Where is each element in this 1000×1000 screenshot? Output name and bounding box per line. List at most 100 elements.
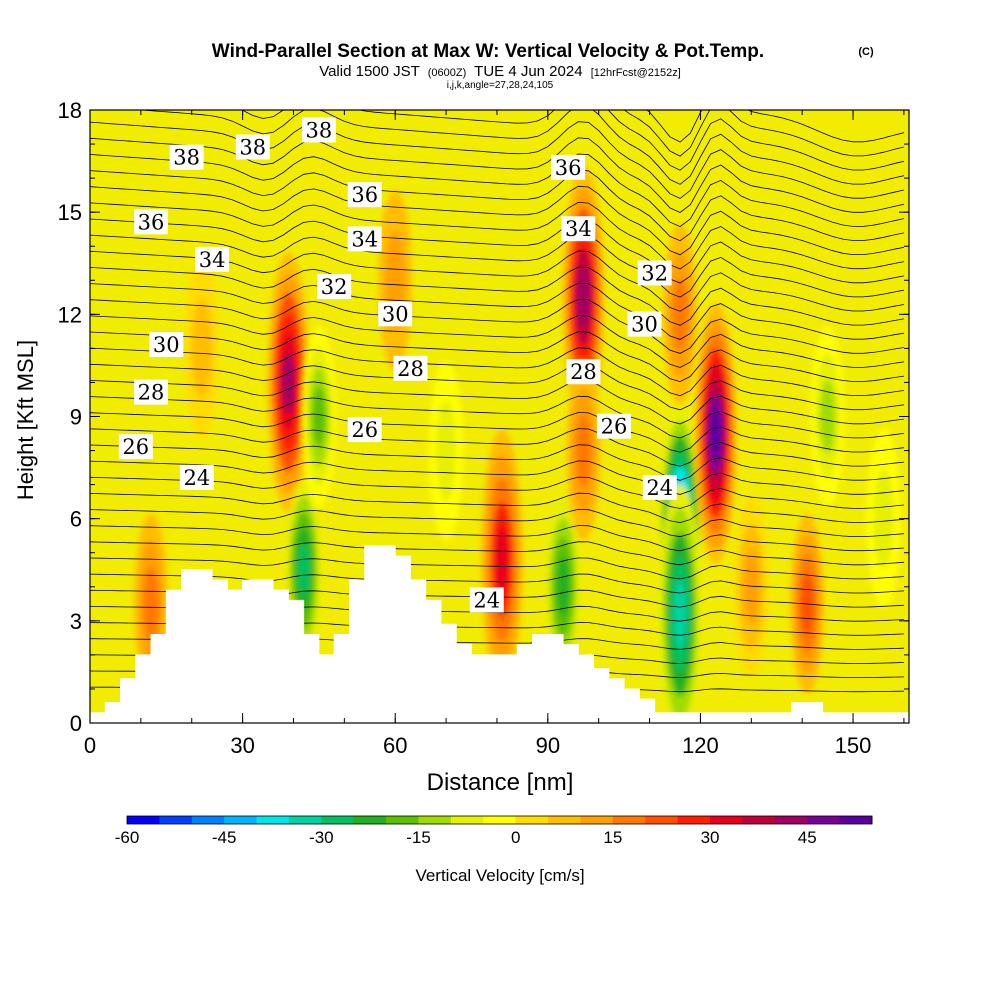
contour-label: 34: [195, 246, 230, 272]
isentrope-line: [137, 110, 904, 185]
chart-title: Wind-Parallel Section at Max W: Vertical…: [212, 41, 764, 62]
y-tick-label: 3: [70, 609, 82, 634]
colorbar-swatch: [645, 816, 679, 824]
colorbar-tick-label: -60: [115, 828, 140, 847]
svg-text:32: 32: [321, 275, 348, 299]
isentrope-line: [90, 121, 904, 199]
svg-text:26: 26: [601, 415, 628, 439]
x-axis-label: Distance [nm]: [427, 769, 574, 796]
velocity-cell: [873, 468, 894, 569]
contour-label: 30: [149, 331, 184, 357]
contour-label: 38: [169, 144, 204, 170]
y-axis-label: Height [Kft MSL]: [13, 340, 38, 500]
svg-text:24: 24: [473, 588, 500, 612]
isentrope-line: [90, 201, 904, 270]
colorbar-swatch: [418, 816, 452, 824]
contour-label: 34: [347, 226, 382, 252]
contour-label: 36: [347, 182, 382, 208]
svg-text:28: 28: [397, 357, 424, 381]
contour-label: 26: [118, 434, 153, 460]
svg-text:34: 34: [199, 248, 226, 272]
velocity-cell: [743, 550, 759, 624]
contour-label: 36: [134, 209, 169, 235]
y-tick-label: 9: [70, 405, 82, 430]
colorbar-tick-label: 30: [701, 828, 720, 847]
colorbar-swatch: [742, 816, 776, 824]
x-tick-label: 90: [536, 733, 560, 758]
y-tick-label: 6: [70, 507, 82, 532]
velocity-cell: [143, 567, 159, 641]
svg-text:36: 36: [555, 156, 582, 180]
colorbar-swatch: [450, 816, 484, 824]
colorbar-swatch: [515, 816, 549, 824]
contour-label: 32: [637, 260, 672, 286]
colorbar-swatch: [612, 816, 646, 824]
colorbar-swatch: [548, 816, 581, 824]
svg-text:36: 36: [138, 210, 165, 234]
isentrope-line: [90, 218, 904, 284]
contour-label: 26: [596, 413, 631, 439]
svg-text:38: 38: [239, 135, 266, 159]
colorbar-tick-label: 45: [798, 828, 817, 847]
velocity-cell: [556, 556, 570, 617]
isentrope-line: [90, 298, 904, 354]
isentrope-line: [90, 153, 904, 228]
forecast-info: [12hrFcst@2152z]: [591, 67, 681, 79]
contour-label: 28: [566, 359, 601, 385]
svg-text:38: 38: [306, 118, 333, 142]
velocity-cell: [282, 352, 295, 413]
isentrope-line: [90, 508, 904, 538]
x-tick-label: 60: [383, 733, 407, 758]
colorbar-label: Vertical Velocity [cm/s]: [415, 866, 584, 885]
contour-label: 32: [317, 274, 352, 300]
svg-text:24: 24: [183, 466, 210, 490]
isentrope-line: [90, 169, 904, 242]
contour-label: 24: [179, 464, 214, 490]
colorbar-swatch: [710, 816, 743, 824]
velocity-cell: [672, 277, 688, 352]
isentrope-line: [90, 557, 904, 580]
velocity-cell: [575, 413, 592, 488]
valid-date: TUE 4 Jun 2024: [474, 63, 582, 80]
colorbar-swatch: [224, 816, 258, 824]
svg-text:26: 26: [122, 435, 149, 459]
x-tick-label: 0: [84, 733, 96, 758]
isentrope-line: [90, 412, 904, 453]
velocity-cell: [819, 379, 836, 454]
contour-label: 28: [393, 355, 428, 381]
isentrope-line: [90, 347, 904, 397]
isentrope-line: [90, 315, 904, 368]
colorbar-swatch: [353, 816, 387, 824]
velocity-cell: [436, 400, 457, 501]
contour-label: 34: [561, 216, 596, 242]
colorbar-tick-label: 15: [603, 828, 622, 847]
colorbar-tick-label: -15: [406, 828, 431, 847]
colorbar-swatch: [288, 816, 322, 824]
svg-text:24: 24: [646, 476, 673, 500]
isentrope-line: [623, 110, 904, 157]
contour-label: 38: [235, 134, 270, 160]
isentrope-line: [90, 379, 904, 425]
contour-label: 24: [642, 475, 677, 501]
colorbar-tick-label: 0: [511, 828, 520, 847]
colorbar-swatch: [191, 816, 225, 824]
isentrope-line: [90, 234, 904, 298]
colorbar-swatch: [127, 816, 160, 824]
x-axis: 0 30 60 90 120 150: [84, 110, 905, 758]
isentrope-line: [90, 492, 904, 524]
colorbar-swatch: [580, 816, 614, 824]
isentrope-line: [90, 460, 904, 495]
colorbar-swatch: [256, 816, 290, 824]
velocity-cell: [297, 543, 310, 596]
colorbar-tick-label: -45: [212, 828, 237, 847]
colorbar-swatch: [774, 816, 808, 824]
valid-utc-time: (0600Z): [428, 67, 467, 79]
colorbar-swatch: [386, 816, 420, 824]
svg-text:30: 30: [382, 302, 409, 326]
svg-text:32: 32: [641, 261, 668, 285]
grid-indices: i,j,k,angle=27,28,24,105: [447, 80, 554, 91]
velocity-cell: [312, 386, 326, 447]
y-tick-label: 15: [58, 200, 82, 225]
